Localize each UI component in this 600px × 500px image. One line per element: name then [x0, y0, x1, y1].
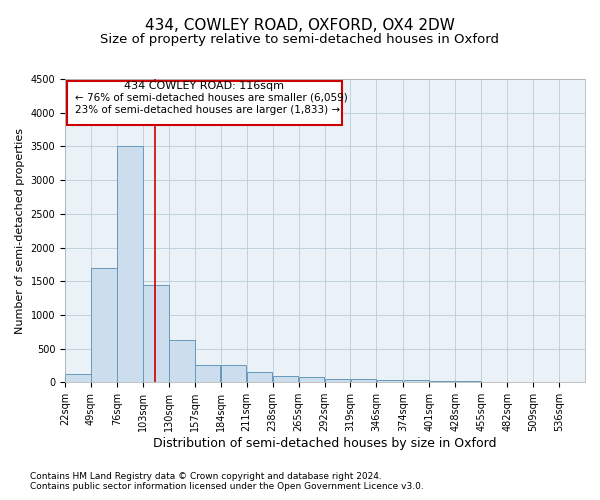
Text: 23% of semi-detached houses are larger (1,833) →: 23% of semi-detached houses are larger (…	[74, 105, 340, 115]
Text: Size of property relative to semi-detached houses in Oxford: Size of property relative to semi-detach…	[101, 32, 499, 46]
Bar	[117, 146, 143, 382]
Bar	[351, 380, 376, 382]
Text: 434, COWLEY ROAD, OXFORD, OX4 2DW: 434, COWLEY ROAD, OXFORD, OX4 2DW	[145, 18, 455, 32]
Bar	[169, 340, 194, 382]
Bar	[273, 376, 298, 382]
Bar	[65, 374, 91, 382]
Bar	[143, 284, 169, 382]
Text: 434 COWLEY ROAD: 116sqm: 434 COWLEY ROAD: 116sqm	[124, 80, 284, 90]
Bar	[247, 372, 272, 382]
Bar	[377, 380, 402, 382]
Text: Contains HM Land Registry data © Crown copyright and database right 2024.: Contains HM Land Registry data © Crown c…	[30, 472, 382, 481]
X-axis label: Distribution of semi-detached houses by size in Oxford: Distribution of semi-detached houses by …	[153, 437, 497, 450]
Bar	[67, 81, 342, 125]
Y-axis label: Number of semi-detached properties: Number of semi-detached properties	[15, 128, 25, 334]
Text: Contains public sector information licensed under the Open Government Licence v3: Contains public sector information licen…	[30, 482, 424, 491]
Bar	[195, 365, 220, 382]
Text: ← 76% of semi-detached houses are smaller (6,059): ← 76% of semi-detached houses are smalle…	[74, 93, 347, 103]
Bar	[299, 378, 324, 382]
Bar	[325, 378, 350, 382]
Bar	[404, 380, 429, 382]
Bar	[91, 268, 116, 382]
Bar	[430, 381, 455, 382]
Bar	[221, 365, 247, 382]
